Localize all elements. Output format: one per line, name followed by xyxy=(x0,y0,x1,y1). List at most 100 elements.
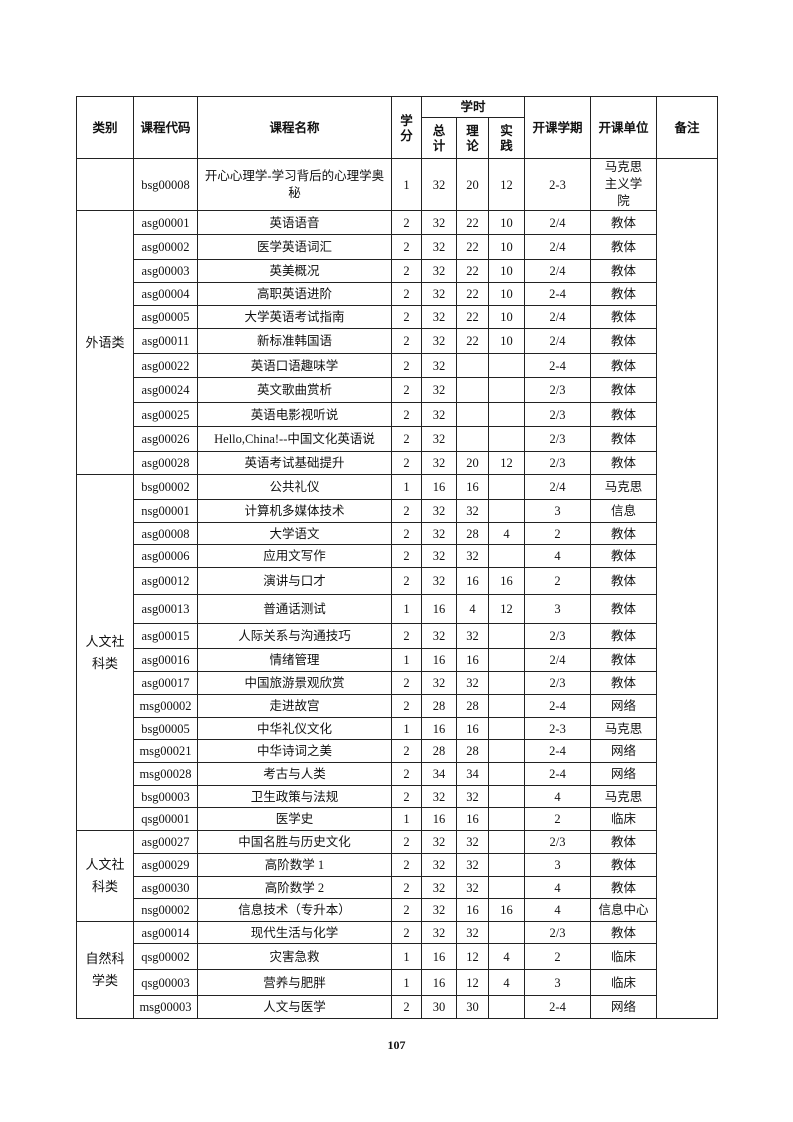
name-cell: 普通话测试 xyxy=(197,594,392,624)
total-cell: 16 xyxy=(421,594,457,624)
semester-cell: 4 xyxy=(524,898,592,922)
name-cell: 考古与人类 xyxy=(197,762,392,786)
code-cell: asg00002 xyxy=(133,234,198,260)
practice-cell: 10 xyxy=(487,282,526,306)
practice-cell xyxy=(487,830,526,854)
semester-cell: 2-4 xyxy=(524,995,592,1019)
code-cell: asg00014 xyxy=(133,921,198,944)
theory-cell: 22 xyxy=(456,305,489,329)
name-cell: 高阶数学 2 xyxy=(197,876,392,899)
name-cell: 情绪管理 xyxy=(197,648,392,672)
practice-cell: 10 xyxy=(487,210,526,235)
credit-cell: 2 xyxy=(391,210,422,235)
semester-cell: 2/3 xyxy=(524,451,592,475)
code-cell: asg00017 xyxy=(133,671,198,695)
unit-cell: 教体 xyxy=(590,426,658,452)
table-row: msg00003 人文与医学 2 30 30 2-4 网络 xyxy=(77,995,718,1019)
credit-cell: 2 xyxy=(391,377,422,403)
table-row: bsg00008 开心心理学-学习背后的心理学奥秘 1 32 20 12 2-3 马克思主义学… xyxy=(76,158,719,1019)
practice-cell xyxy=(487,623,526,649)
total-cell: 32 xyxy=(421,377,457,403)
table-row: asg00013 普通话测试 1 16 4 12 3 教体 xyxy=(77,594,718,624)
practice-cell xyxy=(487,807,526,831)
unit-cell: 教体 xyxy=(590,567,658,595)
unit-cell: 马克思 xyxy=(590,474,658,500)
code-cell: asg00003 xyxy=(133,259,198,283)
credit-cell: 2 xyxy=(391,830,422,854)
code-cell: asg00004 xyxy=(133,282,198,306)
practice-cell: 10 xyxy=(487,305,526,329)
theory-cell: 28 xyxy=(456,522,489,545)
code-cell: asg00011 xyxy=(133,328,198,354)
header-theory: 理论 xyxy=(456,117,489,159)
name-cell: 走进故宫 xyxy=(197,694,392,718)
unit-cell: 教体 xyxy=(590,234,658,260)
header-hours: 学时 xyxy=(420,96,526,118)
table-row: asg00029 高阶数学 1 2 32 32 3 教体 xyxy=(77,853,718,877)
credit-cell: 2 xyxy=(391,876,422,899)
theory-cell: 22 xyxy=(456,328,489,354)
semester-cell: 2/3 xyxy=(524,623,592,649)
total-cell: 32 xyxy=(421,353,457,378)
table-row: asg00004 高职英语进阶 2 32 22 10 2-4 教体 xyxy=(77,282,718,306)
semester-cell: 2-3 xyxy=(524,717,592,740)
category-cell: 外语类 xyxy=(76,210,134,475)
semester-cell: 2 xyxy=(524,567,592,595)
name-cell: 英语电影视听说 xyxy=(197,402,392,427)
practice-cell: 4 xyxy=(487,943,526,970)
theory-cell: 32 xyxy=(456,544,489,568)
table-row: asg00028 英语考试基础提升 2 32 20 12 2/3 教体 xyxy=(77,451,718,475)
table-row: asg00015 人际关系与沟通技巧 2 32 32 2/3 教体 xyxy=(77,623,718,649)
total-cell: 16 xyxy=(421,969,457,996)
practice-cell xyxy=(487,694,526,718)
code-cell: msg00002 xyxy=(133,694,198,718)
credit-cell: 2 xyxy=(391,499,422,523)
total-cell: 28 xyxy=(421,739,457,763)
remark-cell xyxy=(656,158,719,1019)
semester-cell: 4 xyxy=(524,785,592,808)
unit-cell: 马克思 xyxy=(590,785,658,808)
theory-cell: 16 xyxy=(456,648,489,672)
table-row: asg00026 Hello,China!--中国文化英语说 2 32 2/3 教体 xyxy=(77,426,718,452)
code-cell: asg00027 xyxy=(133,830,198,854)
name-cell: 高职英语进阶 xyxy=(197,282,392,306)
table-row: asg00017 中国旅游景观欣赏 2 32 32 2/3 教体 xyxy=(77,671,718,695)
total-cell: 32 xyxy=(421,921,457,944)
code-cell: bsg00008 xyxy=(133,158,198,211)
credit-cell: 2 xyxy=(391,995,422,1019)
name-cell: 卫生政策与法规 xyxy=(197,785,392,808)
code-cell: nsg00001 xyxy=(133,499,198,523)
name-cell: 英语口语趣味学 xyxy=(197,353,392,378)
total-cell: 32 xyxy=(421,259,457,283)
credit-cell: 2 xyxy=(391,522,422,545)
total-cell: 32 xyxy=(421,876,457,899)
semester-cell: 2-4 xyxy=(524,762,592,786)
name-cell: 应用文写作 xyxy=(197,544,392,568)
name-cell: 医学英语词汇 xyxy=(197,234,392,260)
code-cell: asg00030 xyxy=(133,876,198,899)
semester-cell: 2/4 xyxy=(524,259,592,283)
unit-cell: 教体 xyxy=(590,623,658,649)
credit-cell: 2 xyxy=(391,259,422,283)
unit-cell: 教体 xyxy=(590,594,658,624)
code-cell: asg00006 xyxy=(133,544,198,568)
semester-cell: 2/4 xyxy=(524,648,592,672)
total-cell: 16 xyxy=(421,648,457,672)
credit-cell: 1 xyxy=(391,594,422,624)
unit-cell: 教体 xyxy=(590,671,658,695)
unit-cell: 临床 xyxy=(590,943,658,970)
total-cell: 32 xyxy=(421,234,457,260)
code-cell: msg00003 xyxy=(133,995,198,1019)
unit-cell: 临床 xyxy=(590,969,658,996)
table-row: 人文社科类 asg00027 中国名胜与历史文化 2 32 32 2/3 教体 xyxy=(76,830,718,922)
category-cell: 人文社科类 xyxy=(76,830,134,922)
header-practice: 实践 xyxy=(487,117,526,159)
credit-cell: 1 xyxy=(391,969,422,996)
unit-cell: 网络 xyxy=(590,995,658,1019)
total-cell: 30 xyxy=(421,995,457,1019)
credit-cell: 1 xyxy=(391,474,422,500)
practice-cell xyxy=(487,426,526,452)
code-cell: bsg00005 xyxy=(133,717,198,740)
practice-cell: 12 xyxy=(487,594,526,624)
course-table: 类别 课程代码 课程名称 学分 学时 开课学期 开课单位 备注 总计 理论 实践… xyxy=(76,96,719,1019)
